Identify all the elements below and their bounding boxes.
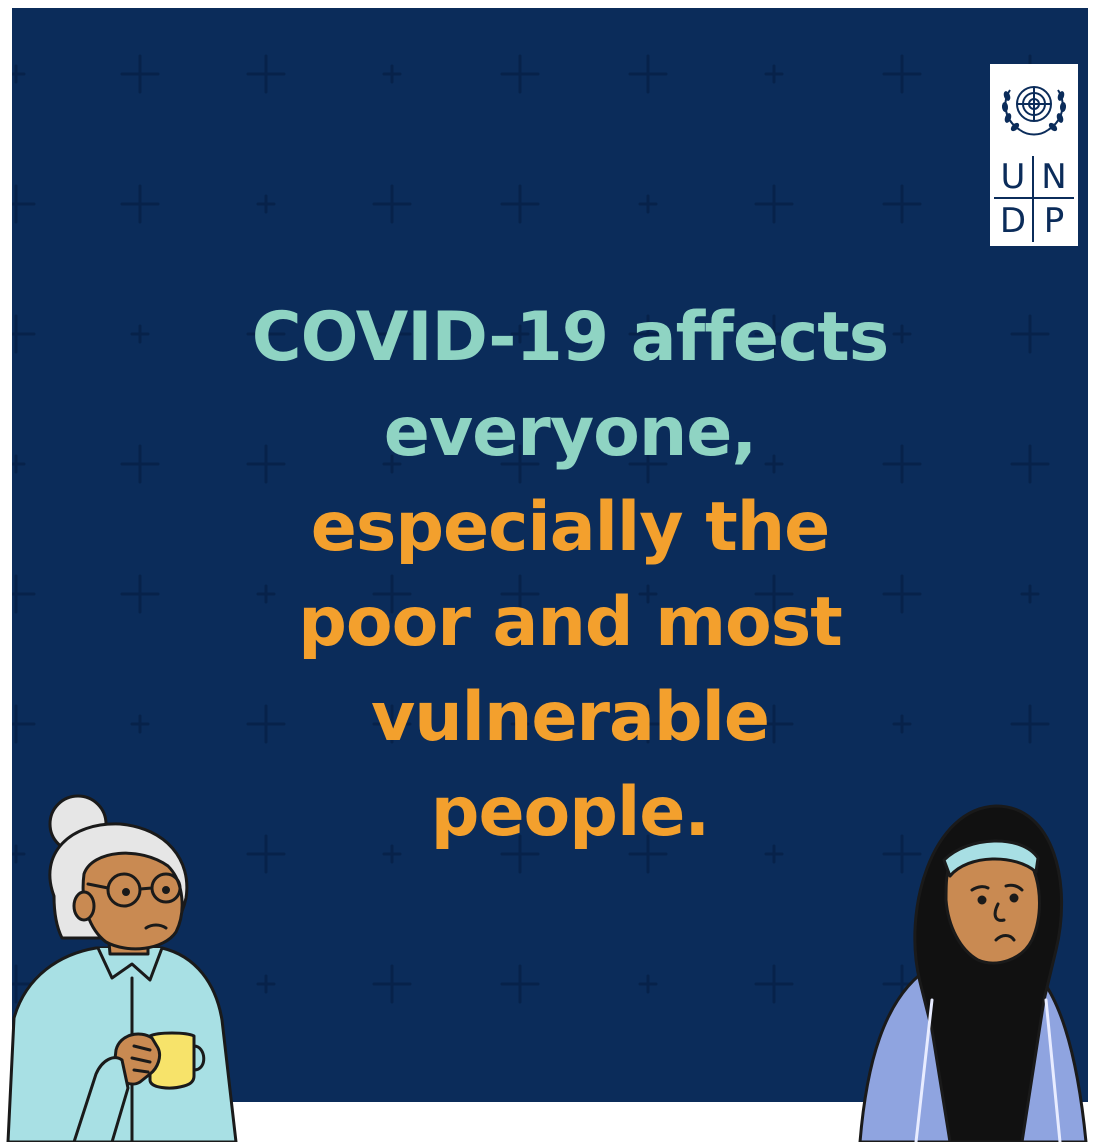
logo-letter-p: P — [1043, 200, 1065, 241]
plus-mark — [372, 314, 412, 354]
plus-mark — [500, 574, 540, 614]
plus-mark — [246, 314, 286, 354]
plus-mark — [12, 704, 36, 744]
plus-mark — [510, 324, 530, 344]
plus-mark — [372, 964, 412, 1004]
plus-mark — [246, 834, 286, 874]
plus-mark — [754, 314, 794, 354]
woman-in-hijab-illustration — [858, 804, 1088, 1142]
plus-mark — [892, 324, 912, 344]
headline-line-1: COVID-19 affects — [52, 290, 1088, 385]
headline-line-3: especially the — [310, 488, 831, 567]
plus-mark — [882, 834, 922, 874]
plus-mark — [1010, 444, 1050, 484]
plus-mark — [256, 194, 276, 214]
undp-letter-grid: U N D P — [994, 156, 1074, 242]
plus-mark — [382, 64, 402, 84]
headline-line-6: people. — [430, 773, 710, 852]
plus-mark — [12, 64, 26, 84]
headline-line-2: everyone, — [383, 393, 758, 472]
plus-mark — [372, 184, 412, 224]
headline: COVID-19 affects everyone, especially th… — [52, 290, 1088, 860]
plus-mark — [754, 964, 794, 1004]
plus-mark — [764, 64, 784, 84]
plus-mark — [1010, 314, 1050, 354]
plus-mark — [628, 314, 668, 354]
plus-mark — [510, 714, 530, 734]
plus-mark — [12, 964, 36, 1004]
plus-mark — [500, 834, 540, 874]
plus-mark — [372, 704, 412, 744]
plus-mark — [882, 184, 922, 224]
plus-mark — [256, 584, 276, 604]
plus-mark — [120, 444, 160, 484]
plus-mark — [754, 184, 794, 224]
plus-mark — [12, 844, 26, 864]
un-emblem-icon — [1001, 86, 1067, 136]
headline-line-4: poor and most — [298, 583, 843, 662]
plus-mark — [130, 714, 150, 734]
plus-mark — [1020, 584, 1040, 604]
logo-letter-n: N — [1034, 156, 1074, 199]
plus-pattern-background — [12, 8, 1088, 1102]
plus-mark — [382, 844, 402, 864]
plus-mark — [628, 54, 668, 94]
plus-mark — [638, 584, 658, 604]
plus-mark — [638, 194, 658, 214]
headline-line-5: vulnerable — [370, 678, 770, 757]
plus-mark — [12, 184, 36, 224]
plus-mark — [372, 574, 412, 614]
plus-mark — [120, 184, 160, 224]
logo-letter-d: D — [994, 199, 1034, 242]
plus-mark — [120, 574, 160, 614]
plus-mark — [892, 714, 912, 734]
plus-mark — [130, 324, 150, 344]
undp-logo: U N D P — [990, 64, 1078, 246]
plus-mark — [120, 54, 160, 94]
plus-mark — [754, 704, 794, 744]
plus-mark — [764, 844, 784, 864]
plus-mark — [882, 54, 922, 94]
headline-affects: affects — [630, 298, 889, 377]
plus-mark — [628, 704, 668, 744]
plus-mark — [500, 964, 540, 1004]
plus-mark — [882, 574, 922, 614]
plus-mark — [246, 444, 286, 484]
plus-mark — [12, 574, 36, 614]
plus-mark — [754, 574, 794, 614]
plus-mark — [382, 454, 402, 474]
plus-mark — [256, 974, 276, 994]
plus-mark — [628, 444, 668, 484]
plus-mark — [882, 444, 922, 484]
plus-mark — [246, 54, 286, 94]
elderly-woman-illustration — [6, 794, 238, 1142]
headline-covid: COVID-19 — [251, 298, 609, 377]
plus-mark — [638, 974, 658, 994]
plus-mark — [628, 834, 668, 874]
plus-mark — [12, 314, 36, 354]
plus-mark — [500, 184, 540, 224]
plus-mark — [500, 54, 540, 94]
plus-mark — [1010, 704, 1050, 744]
background-panel: U N D P COVID-19 affects everyone, espec… — [12, 8, 1088, 1102]
logo-letter-u: U — [994, 156, 1034, 199]
plus-mark — [12, 454, 26, 474]
plus-mark — [500, 444, 540, 484]
plus-mark — [246, 704, 286, 744]
plus-mark — [764, 454, 784, 474]
